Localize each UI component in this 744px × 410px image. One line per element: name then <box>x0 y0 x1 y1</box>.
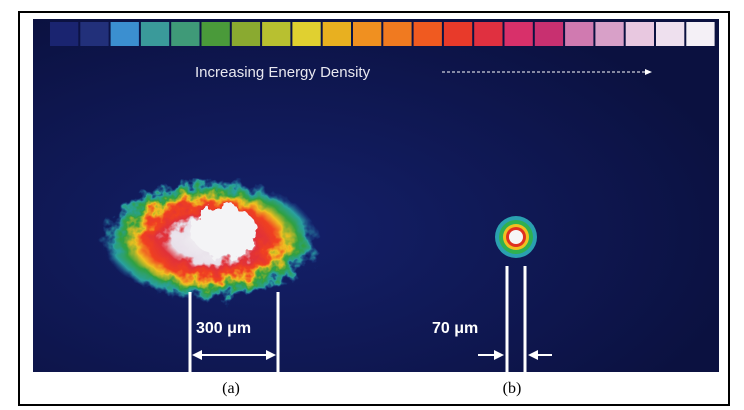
swatch <box>323 22 351 46</box>
swatch <box>474 22 502 46</box>
spot-a <box>102 180 318 300</box>
panel-label: (a) <box>222 380 240 397</box>
swatch <box>202 22 230 46</box>
swatch <box>80 22 108 46</box>
swatch <box>50 22 78 46</box>
swatch <box>292 22 320 46</box>
swatch <box>626 22 654 46</box>
scale-label: 300 μm <box>196 320 251 337</box>
swatch <box>383 22 411 46</box>
image <box>33 19 719 372</box>
swatch <box>505 22 533 46</box>
panel-label: (b) <box>503 380 522 397</box>
swatch <box>686 22 714 46</box>
swatch <box>353 22 381 46</box>
swatch <box>414 22 442 46</box>
swatch <box>171 22 199 46</box>
swatch <box>565 22 593 46</box>
figure: Increasing Energy Density 300 μm 70 μm (… <box>0 0 744 410</box>
swatch <box>141 22 169 46</box>
swatch <box>232 22 260 46</box>
swatch <box>444 22 472 46</box>
swatch <box>535 22 563 46</box>
scale-label: 70 μm <box>432 320 478 337</box>
swatch <box>595 22 623 46</box>
caption: Increasing Energy Density <box>195 64 371 81</box>
swatch <box>262 22 290 46</box>
swatch <box>656 22 684 46</box>
spot-b <box>495 216 537 258</box>
swatch <box>111 22 139 46</box>
